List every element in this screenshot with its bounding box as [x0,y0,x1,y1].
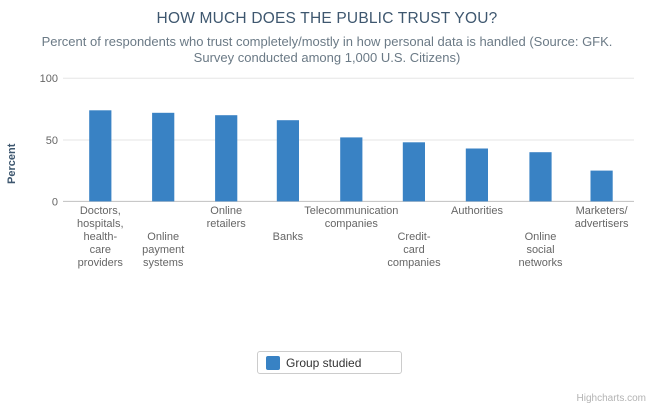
svg-text:Banks: Banks [273,231,304,243]
svg-text:Marketers/: Marketers/ [576,205,629,217]
svg-text:Doctors,: Doctors, [80,205,121,217]
svg-text:retailers: retailers [207,218,247,230]
svg-text:Online: Online [210,205,242,217]
svg-text:hospitals,: hospitals, [77,218,123,230]
svg-text:systems: systems [143,257,184,269]
svg-text:Telecommunication: Telecommunication [304,205,398,217]
svg-text:care: care [90,244,111,256]
svg-text:health-: health- [83,231,117,243]
svg-text:Authorities: Authorities [451,205,503,217]
svg-text:Online: Online [147,231,179,243]
svg-text:networks: networks [518,257,563,269]
svg-text:Credit-: Credit- [397,231,430,243]
svg-text:advertisers: advertisers [575,218,629,230]
svg-text:0: 0 [52,196,58,208]
svg-text:Online: Online [525,231,557,243]
svg-text:companies: companies [387,257,441,269]
svg-text:50: 50 [46,135,58,147]
svg-text:providers: providers [78,257,124,269]
svg-text:card: card [403,244,424,256]
svg-text:100: 100 [40,73,58,85]
svg-text:companies: companies [325,218,379,230]
svg-text:social: social [526,244,554,256]
svg-text:payment: payment [142,244,184,256]
